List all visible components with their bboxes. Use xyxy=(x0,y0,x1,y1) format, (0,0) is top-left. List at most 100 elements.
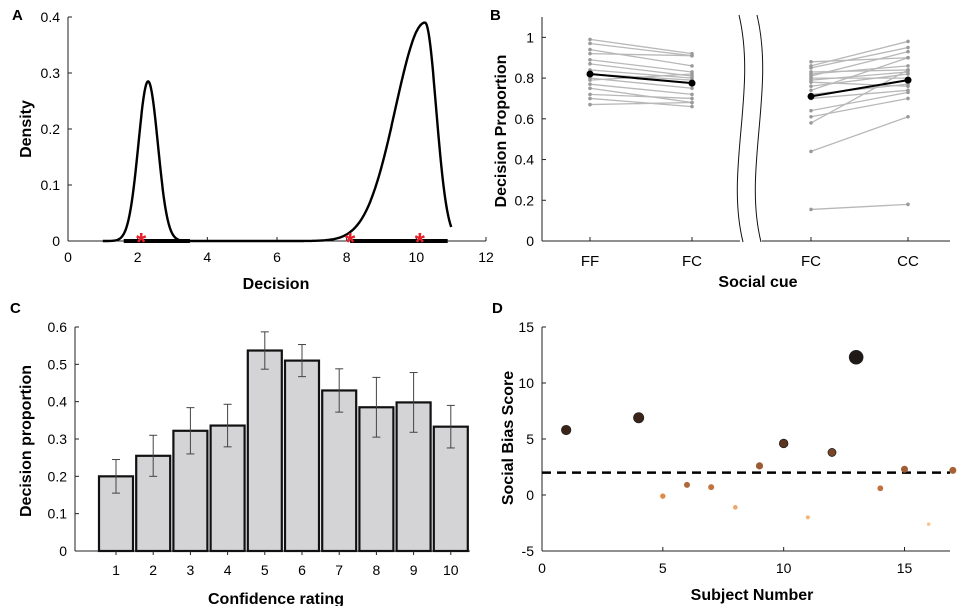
panel-b-left-subject-point xyxy=(588,62,592,66)
panel-d-point xyxy=(660,493,666,499)
panel-b-left-subject-point xyxy=(690,53,694,58)
panel-b-left-subject-line xyxy=(589,69,693,79)
panel-b-left-mean-line xyxy=(589,73,693,85)
panel-b-y-tick-label: 0 xyxy=(526,233,534,249)
panel-a-density-plot: 0 2 4 6 8 10 12 0 0.1 0.2 0.3 0.4 * * * xyxy=(41,9,494,265)
panel-a-xlabel: Decision xyxy=(243,276,310,293)
panel-d-point xyxy=(633,412,645,424)
panel-d-point xyxy=(877,485,884,492)
panel-b-right-mean-point xyxy=(904,76,912,84)
panel-b-right-subject-point xyxy=(906,202,910,207)
panel-b-left-subject-line xyxy=(589,73,693,81)
panel-d-point xyxy=(805,515,810,520)
panel-c-x-tick-label: 6 xyxy=(298,562,306,578)
panel-c-x-tick-label: 8 xyxy=(373,562,381,578)
panel-b-left-subject-line xyxy=(589,87,693,104)
panel-b-left-subject-point xyxy=(690,64,694,68)
panel-b-axis-break-left xyxy=(736,14,746,243)
panel-d-point xyxy=(755,462,764,470)
panel-b-right-subject-point xyxy=(809,88,813,93)
panel-b-left-subject-point xyxy=(588,51,592,56)
panel-b-ylabel: Decision Proportion xyxy=(493,55,510,208)
panel-b-left-subject-point xyxy=(690,96,694,101)
panel-b-right-subject-line xyxy=(810,50,909,77)
panel-b-x-tick-label: CC xyxy=(897,253,919,270)
panel-b-left-subject-line xyxy=(589,97,693,108)
panel-d-point xyxy=(684,481,690,488)
panel-b-left-subject-point xyxy=(588,82,592,86)
panel-a-letter: A xyxy=(12,7,23,24)
panel-a-x-tick-label: 2 xyxy=(134,249,142,265)
panel-b-xlabel: Social cue xyxy=(718,274,797,291)
panel-a-y-tick-label: 0 xyxy=(52,233,60,249)
panel-b-right-subject-line xyxy=(810,89,909,100)
panel-b-left-subject-line xyxy=(589,59,693,73)
panel-b-left-subject-point xyxy=(588,47,592,52)
panel-b-right-subject-line xyxy=(810,57,909,63)
panel-b-right-subject-point xyxy=(906,64,910,68)
panel-b-left-subject-line xyxy=(589,53,693,57)
panel-b-right-subject-line xyxy=(810,46,909,69)
panel-c-y-tick-label: 0.4 xyxy=(48,394,68,410)
panel-c-ylabel: Decision proportion xyxy=(18,365,35,517)
panel-b-left-subject-line xyxy=(589,77,693,89)
panel-b-right-subject-point xyxy=(809,149,813,154)
panel-d-y-tick-label: 5 xyxy=(526,431,534,447)
panel-b-left-subject-point xyxy=(588,92,592,97)
panel-b-right-subject-point xyxy=(906,114,910,119)
panel-b-left-subject-point xyxy=(588,102,592,107)
panel-d-y-tick-label: -5 xyxy=(522,543,535,559)
panel-a-y-tick-label: 0.1 xyxy=(41,177,61,193)
panel-d-x-tick-label: 10 xyxy=(776,560,792,576)
panel-d-point xyxy=(949,466,957,474)
panel-b-right-subject-point xyxy=(809,66,813,70)
panel-a-marker: * xyxy=(136,227,147,257)
panel-c-y-tick-label: 0.6 xyxy=(48,319,68,335)
panel-b-right-subject-point xyxy=(809,121,813,125)
panel-c-x-tick-label: 4 xyxy=(224,562,232,578)
panel-b-left-subject-point xyxy=(690,104,694,109)
panel-b-left-subject-point xyxy=(588,86,592,91)
panel-c-x-tick-label: 9 xyxy=(410,562,418,578)
panel-b-left-subject-point xyxy=(690,72,694,76)
panel-d-y-tick-label: 10 xyxy=(518,375,534,391)
panel-b-left-subject-point xyxy=(690,92,694,97)
panel-b-right-subject-line xyxy=(810,203,909,211)
panel-b-right-subject-point xyxy=(809,60,813,64)
panel-c-bar xyxy=(246,349,283,553)
panel-d-x-tick-label: 0 xyxy=(538,560,546,576)
panel-d-point xyxy=(561,424,572,436)
panel-b-right-subject-point xyxy=(906,96,910,101)
panel-b-left-subject-point xyxy=(588,78,592,82)
panel-b-right-mean-line xyxy=(810,79,909,98)
panel-a-x-tick-label: 10 xyxy=(409,249,425,265)
panel-d-y-tick-label: 0 xyxy=(526,487,534,503)
panel-b-y-tick-label: 0.2 xyxy=(515,192,535,208)
panel-b-left-mean-point xyxy=(586,70,594,78)
panel-d-y-tick-label: 15 xyxy=(518,319,534,335)
panel-d-letter: D xyxy=(492,300,503,317)
panel-d-x-tick-label: 15 xyxy=(897,560,913,576)
panel-c-x-tick-label: 7 xyxy=(335,562,343,578)
panel-c-bar xyxy=(283,359,321,553)
panel-a-y-tick-label: 0.2 xyxy=(41,121,61,137)
panel-a-x-tick-label: 0 xyxy=(64,249,72,265)
panel-b-left-subject-point xyxy=(588,57,592,62)
panel-b-axis-break-right xyxy=(754,14,764,243)
panel-c-y-tick-label: 0.2 xyxy=(48,468,68,484)
panel-b-right-subject-point xyxy=(809,114,813,119)
panel-b-y-tick-label: 1 xyxy=(526,29,534,45)
panel-c-y-tick-label: 0 xyxy=(59,543,67,559)
panel-b-right-subject-line xyxy=(810,40,909,67)
panel-b-x-tick-label: FC xyxy=(801,253,821,270)
panel-b-right-subject-point xyxy=(809,80,813,84)
panel-b-left-subject-line xyxy=(589,101,693,106)
panel-b-y-tick-label: 0.6 xyxy=(515,111,535,127)
panel-b-right-subject-point xyxy=(906,39,910,44)
panel-b-right-subject-point xyxy=(906,55,910,60)
panel-c-x-tick-label: 1 xyxy=(112,562,120,578)
panel-c-x-tick-label: 3 xyxy=(187,562,195,578)
panel-b-left-subject-line xyxy=(589,63,693,77)
panel-b-left-subject-point xyxy=(588,96,592,101)
panel-b-right-subject-point xyxy=(906,49,910,54)
